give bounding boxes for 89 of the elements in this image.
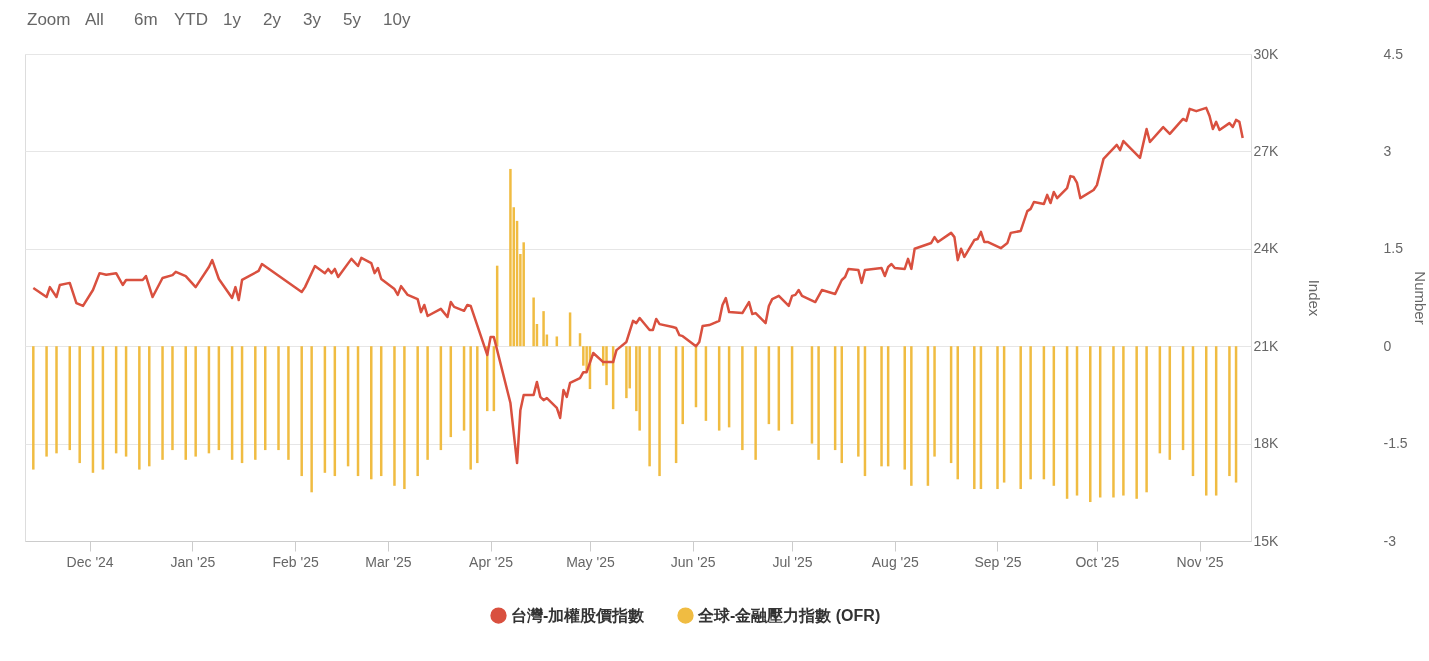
bar bbox=[55, 346, 58, 454]
bar bbox=[956, 346, 959, 480]
bar bbox=[469, 346, 472, 470]
bar bbox=[754, 346, 757, 460]
text: 1y bbox=[223, 10, 242, 29]
bar bbox=[903, 346, 906, 470]
bar bbox=[532, 297, 535, 347]
text: Zoom bbox=[27, 10, 71, 29]
bar bbox=[542, 311, 545, 347]
bar bbox=[184, 346, 187, 460]
bar bbox=[138, 346, 141, 470]
y-tick-label: 21K bbox=[1253, 337, 1280, 354]
x-tick-label: Jan '25 bbox=[170, 553, 216, 570]
bar bbox=[426, 346, 429, 460]
legend-label: 全球-金融壓力指數 (OFR) bbox=[697, 606, 881, 624]
bar bbox=[741, 346, 744, 451]
bar bbox=[403, 346, 406, 490]
bar bbox=[416, 346, 419, 477]
bar bbox=[817, 346, 820, 460]
bar bbox=[32, 346, 35, 470]
bar bbox=[910, 346, 913, 486]
y-tick-label: 30K bbox=[1253, 45, 1280, 62]
x-tick-label: Dec '24 bbox=[66, 553, 114, 570]
bar bbox=[509, 168, 512, 347]
bar bbox=[78, 346, 81, 464]
text: YTD bbox=[174, 10, 208, 29]
bar bbox=[1122, 346, 1125, 496]
bar bbox=[300, 346, 303, 477]
y2-tick-label: 0 bbox=[1383, 337, 1392, 354]
x-tick-label: Nov '25 bbox=[1176, 553, 1224, 570]
x-tick-label: Oct '25 bbox=[1075, 553, 1120, 570]
bar bbox=[1228, 346, 1231, 477]
y2-axis-title: Number bbox=[1411, 271, 1429, 325]
text: 6m bbox=[134, 10, 158, 29]
x-tick-label: Aug '25 bbox=[871, 553, 920, 570]
bar bbox=[933, 346, 936, 457]
text: 10y bbox=[383, 10, 411, 29]
x-tick-label: May '25 bbox=[566, 553, 615, 570]
x-tick-label: Mar '25 bbox=[365, 553, 412, 570]
y2-tick-label: 1.5 bbox=[1383, 240, 1404, 257]
bar bbox=[605, 346, 608, 386]
y2-tick-label: -1.5 bbox=[1383, 435, 1408, 452]
bar bbox=[625, 346, 628, 399]
text: All bbox=[85, 10, 104, 29]
bar bbox=[522, 242, 525, 347]
bar bbox=[658, 346, 661, 477]
bar bbox=[287, 346, 290, 460]
bar bbox=[171, 346, 174, 451]
bar bbox=[648, 346, 651, 467]
bar bbox=[1145, 346, 1148, 493]
y2-tick-label: 3 bbox=[1383, 142, 1392, 159]
bar bbox=[973, 346, 976, 490]
legend-label: 台灣-加權股價指數 bbox=[511, 606, 646, 624]
bar bbox=[254, 346, 257, 460]
y-tick-label: 18K bbox=[1253, 435, 1280, 452]
x-tick-label: Apr '25 bbox=[469, 553, 514, 570]
y-tick-label: 27K bbox=[1253, 142, 1280, 159]
y-tick-label: 24K bbox=[1253, 240, 1280, 257]
bar bbox=[857, 346, 860, 457]
bar bbox=[194, 346, 197, 457]
line-series bbox=[32, 106, 1244, 465]
x-tick-label: Jun '25 bbox=[670, 553, 716, 570]
text: 2y bbox=[263, 10, 282, 29]
bar bbox=[681, 346, 684, 425]
x-tick-label: Jul '25 bbox=[772, 553, 813, 570]
bar bbox=[996, 346, 999, 490]
bar bbox=[161, 346, 164, 460]
bar bbox=[370, 346, 373, 480]
bar bbox=[638, 346, 641, 431]
bar bbox=[476, 346, 479, 464]
bar bbox=[393, 346, 396, 486]
bar bbox=[880, 346, 883, 467]
bar bbox=[1089, 346, 1092, 503]
bar bbox=[45, 346, 48, 457]
bar bbox=[1112, 346, 1115, 498]
x-tick-label: Feb '25 bbox=[272, 553, 319, 570]
bar bbox=[1135, 346, 1138, 499]
text: 5y bbox=[343, 10, 362, 29]
bar bbox=[277, 346, 280, 451]
bar bbox=[310, 346, 313, 493]
bar bbox=[1029, 346, 1032, 480]
y-tick-label: 15K bbox=[1253, 532, 1280, 549]
bar bbox=[148, 346, 151, 467]
y-axis-title: Index bbox=[1306, 279, 1324, 317]
bar bbox=[1019, 346, 1022, 490]
x-tick-label: Sep '25 bbox=[974, 553, 1022, 570]
y2-tick-label: 4.5 bbox=[1383, 45, 1404, 62]
y2-tick-label: -3 bbox=[1383, 532, 1397, 549]
text: 3y bbox=[303, 10, 322, 29]
